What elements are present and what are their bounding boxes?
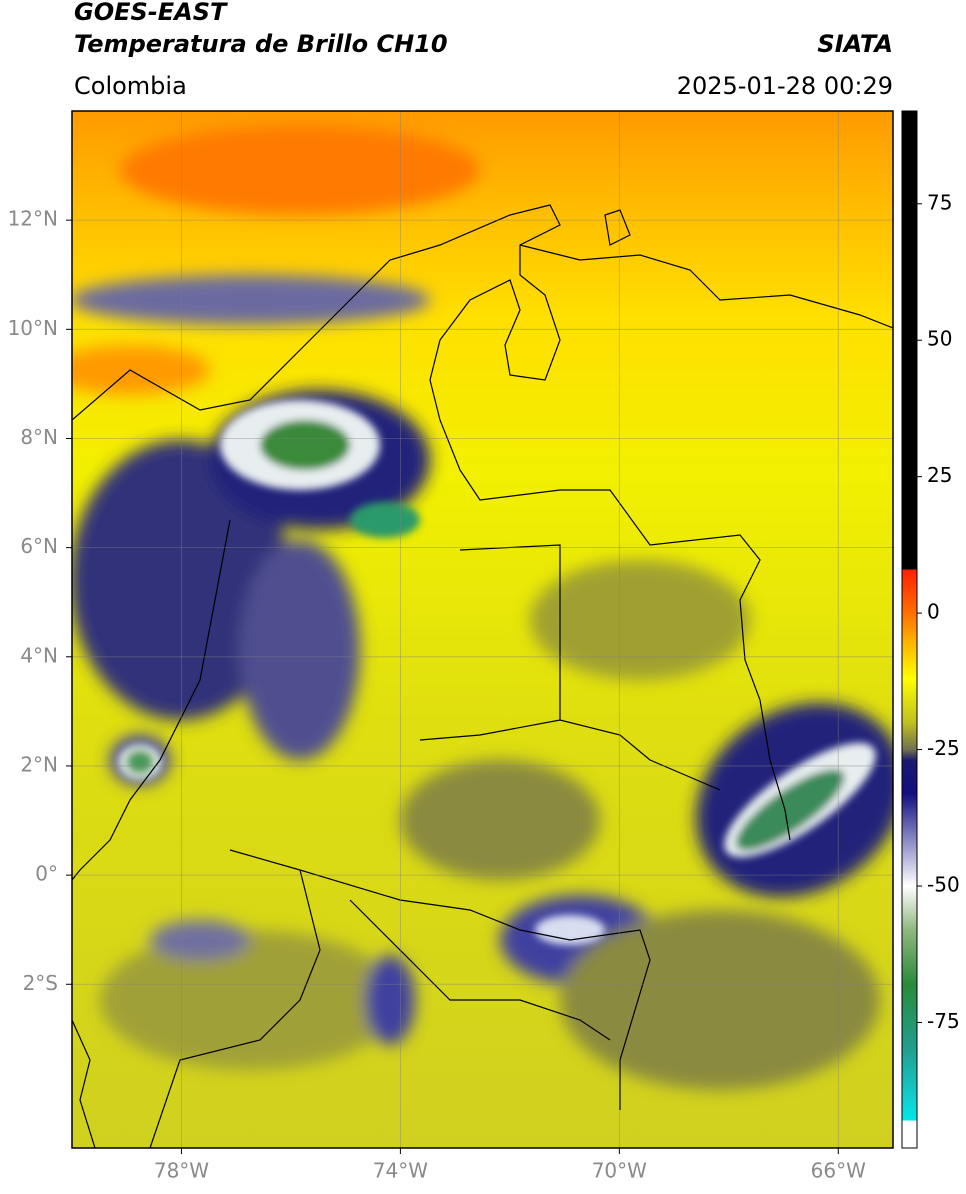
colorbar-tick-label: -50 [927,873,960,897]
y-tick-label: 4°N [20,643,58,667]
colorbar-tick-label: 0 [927,600,940,624]
timestamp: 2025-01-28 00:29 [677,72,893,100]
colorbar-tick-label: -75 [927,1009,960,1033]
subtitle: Temperatura de Brillo CH10 [74,30,448,58]
colorbar-tick-label: 75 [927,190,952,214]
satellite-image [72,111,893,1148]
region: Colombia [74,72,187,100]
title: GOES-EAST [74,0,228,26]
x-tick-label: 74°W [373,1159,428,1183]
y-tick-label: 8°N [20,425,58,449]
y-tick-label: 2°S [23,971,58,995]
colorbar: 75 50 25 0 -25 -50 -75 [901,110,960,1149]
y-tick-label: 0° [35,862,58,886]
x-tick-label: 66°W [811,1159,866,1183]
y-tick-label: 2°N [20,752,58,776]
y-tick-label: 12°N [8,207,58,231]
cold-tops [118,400,876,945]
graticule [72,111,893,1148]
colorbar-scale [901,110,918,1149]
colorbar-tick-label: -25 [927,736,960,760]
y-tick-label: 10°N [8,316,58,340]
x-tick-label: 70°W [592,1159,647,1183]
coastlines [72,204,893,1148]
x-tick-label: 78°W [154,1159,209,1183]
map-frame [71,110,894,1149]
colorbar-tick-label: 25 [927,463,952,487]
y-tick-label: 6°N [20,534,58,558]
source: SIATA [817,30,893,58]
colorbar-tick-label: 50 [927,327,952,351]
